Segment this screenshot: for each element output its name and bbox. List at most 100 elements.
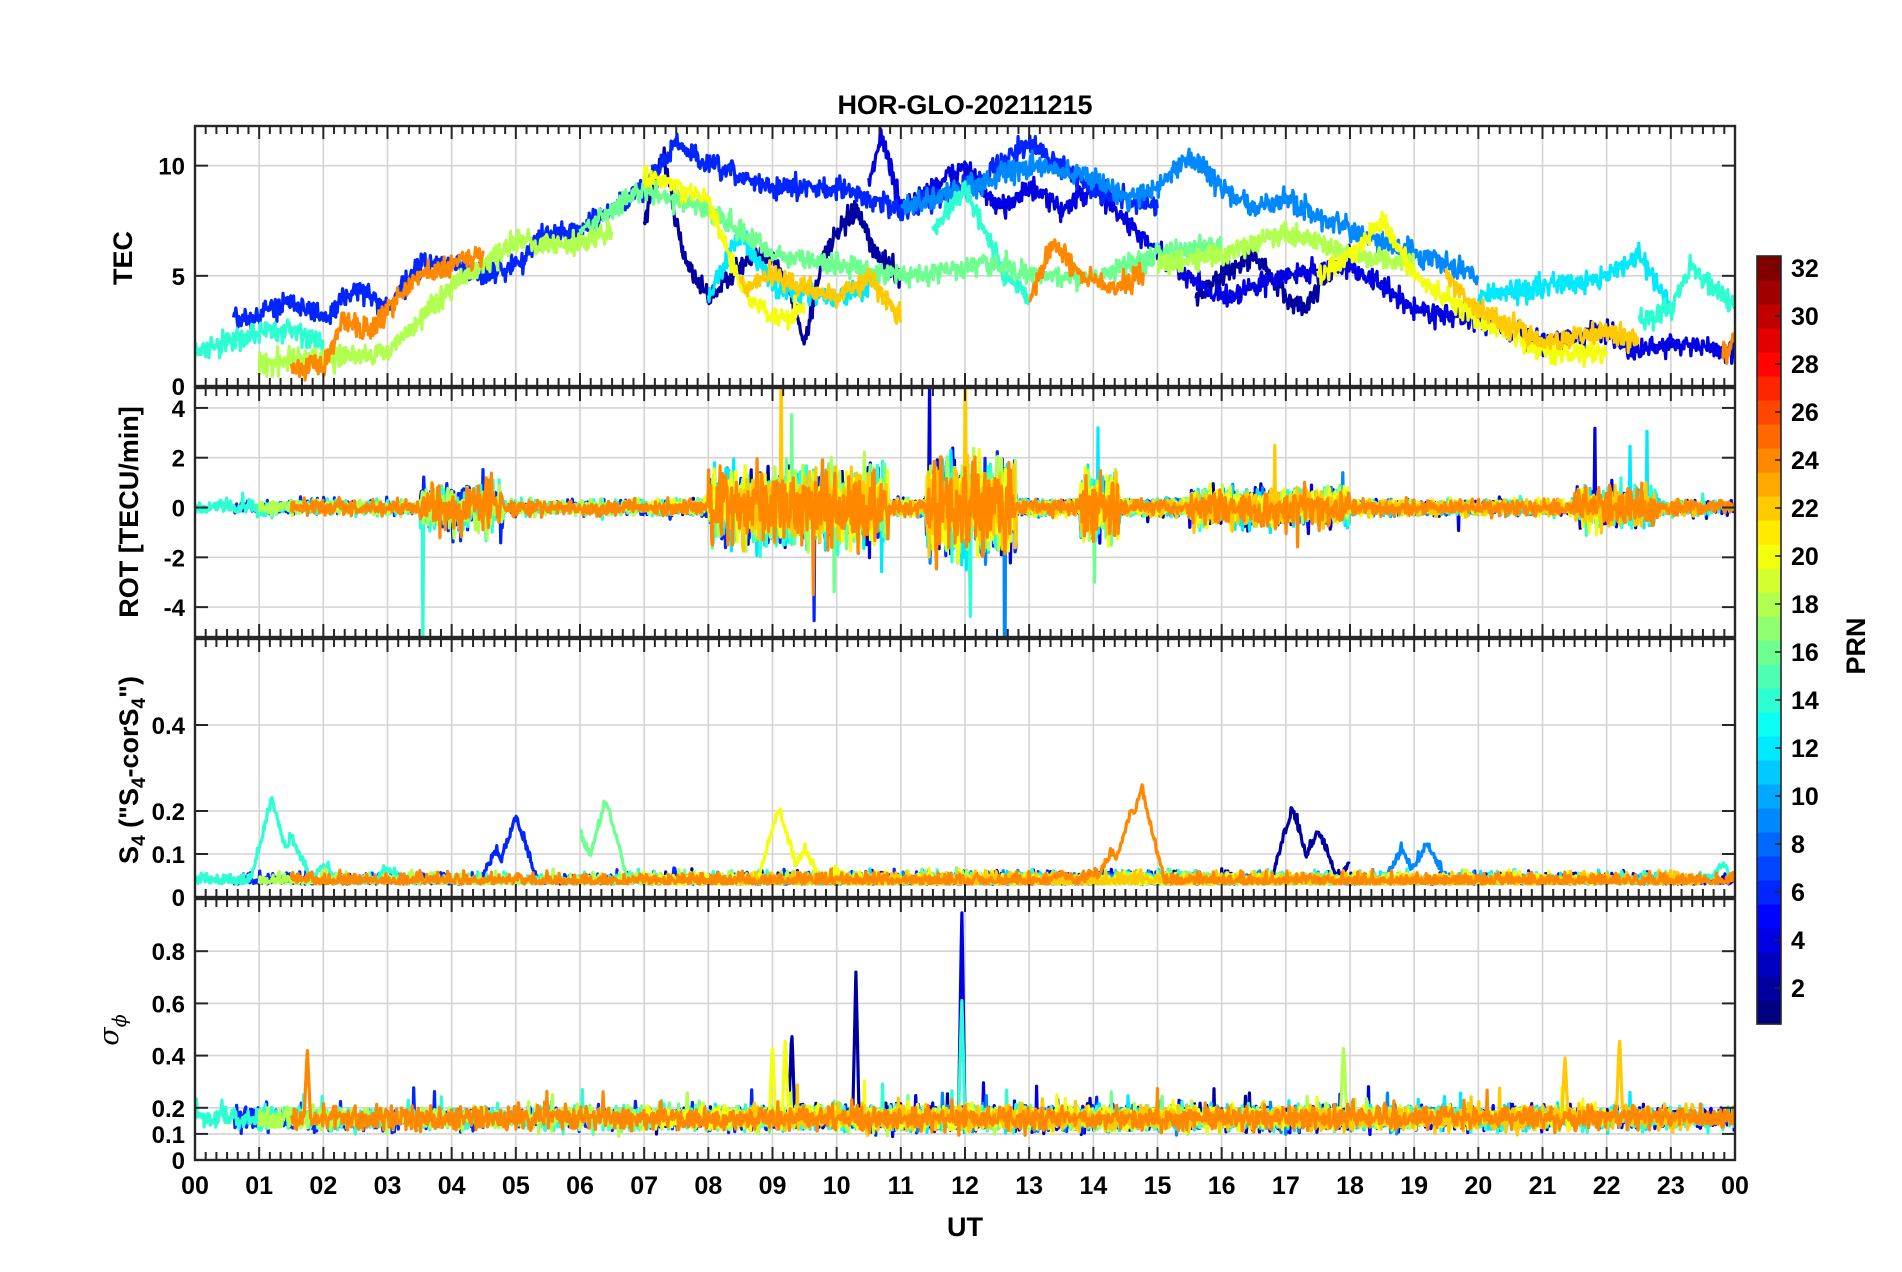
colorbar-tick-label: 22: [1791, 495, 1819, 523]
y-tick-label: 2: [172, 446, 185, 473]
rot-panel: -4 -2 0 2 4: [164, 386, 1737, 639]
colorbar-tick-label: 30: [1791, 303, 1819, 331]
tec-series-prn-12: [1476, 241, 1672, 312]
y-tick-label: 0: [172, 885, 185, 912]
colorbar-swatch: [1757, 664, 1781, 689]
y-tick-label: -2: [164, 545, 185, 572]
colorbar-tick-label: 10: [1791, 783, 1819, 811]
x-tick-label: 06: [566, 1172, 594, 1200]
s4-grid: [195, 639, 1735, 897]
tec-series-prn-9: [900, 147, 1480, 286]
colorbar-swatch: [1757, 904, 1781, 929]
colorbar-tick-label: 4: [1791, 927, 1805, 955]
colorbar-swatch: [1757, 328, 1781, 353]
colorbar-tick-label: 28: [1791, 351, 1819, 379]
y-tick-label: 5: [172, 264, 185, 291]
y-tick-label: 10: [158, 154, 185, 181]
tec-series-prn-20: [642, 165, 806, 331]
x-tick-label: 23: [1657, 1172, 1685, 1200]
x-tick-label: 13: [1015, 1172, 1043, 1200]
y-tick-label: 0.1: [152, 1122, 185, 1149]
colorbar-swatch: [1757, 1000, 1781, 1025]
colorbar-swatch: [1757, 712, 1781, 737]
colorbar-tick-label: 2: [1791, 975, 1805, 1003]
x-tick-label: 17: [1272, 1172, 1300, 1200]
colorbar-tick-label: 6: [1791, 879, 1805, 907]
colorbar-swatch: [1757, 952, 1781, 977]
colorbar-swatch: [1757, 376, 1781, 401]
y-tick-label: 0.4: [152, 1044, 186, 1071]
tec-ticks: [194, 126, 1736, 386]
x-tick-label: 20: [1464, 1172, 1492, 1200]
colorbar-frame: [1756, 255, 1782, 1025]
x-tick-label: 01: [245, 1172, 273, 1200]
colorbar-tick-label: 16: [1791, 639, 1819, 667]
colorbar-swatch: [1757, 616, 1781, 641]
colorbar-swatch: [1757, 856, 1781, 881]
x-tick-label: 10: [823, 1172, 851, 1200]
colorbar-tick-label: 26: [1791, 399, 1819, 427]
chart-title: HOR-GLO-20211215: [837, 90, 1092, 120]
tec-series-prn-22: [1444, 267, 1640, 355]
x-tick-label: 07: [630, 1172, 658, 1200]
x-tick-label: 12: [951, 1172, 979, 1200]
tec-series-prn-14: [195, 318, 325, 360]
x-tick-label: 19: [1400, 1172, 1428, 1200]
sigma-panel: 00.10.2 0.4 0.6 0.8: [152, 897, 1737, 1175]
tec-series-prn-14: [931, 180, 1031, 306]
tec-series-prn-24: [1721, 332, 1735, 365]
colorbar-tick-label: 14: [1791, 687, 1819, 715]
tec-series-prn-24: [289, 245, 485, 382]
colorbar-swatch: [1757, 472, 1781, 497]
x-axis-label: UT: [947, 1212, 983, 1242]
x-tick-label: 21: [1529, 1172, 1557, 1200]
x-tick-label: 00: [181, 1172, 209, 1200]
colorbar-label: PRN: [1841, 617, 1871, 674]
y-tick-label: 0.2: [152, 1096, 185, 1123]
y-tick-label: 0: [172, 1148, 185, 1175]
x-tick-label: 11: [888, 1172, 915, 1200]
y-tick-label: 0: [172, 496, 185, 523]
x-tick-label: 05: [502, 1172, 530, 1200]
rot-ylabel: ROT [TECU/min]: [114, 406, 144, 617]
y-tick-label: 0.4: [152, 713, 186, 740]
y-tick-label: 0.6: [152, 991, 185, 1018]
y-tick-label: 0.2: [152, 799, 185, 826]
x-tick-label: 04: [438, 1172, 466, 1200]
x-tick-label: 18: [1336, 1172, 1364, 1200]
sigma-ticks: [194, 899, 1736, 1160]
sigma-series-prn-24: [289, 1049, 1735, 1137]
colorbar-swatch: [1757, 760, 1781, 785]
x-tick-label: 02: [309, 1172, 337, 1200]
s4-panel: 0 0.1 0.2 0.4: [152, 637, 1737, 912]
tec-ylabel: TEC: [108, 231, 138, 285]
colorbar-tick-label: 20: [1791, 543, 1819, 571]
sigma-ylabel: σϕ: [94, 1014, 131, 1045]
colorbar-tick-label: 32: [1791, 255, 1819, 283]
tec-series-prn-24: [1028, 238, 1146, 303]
colorbar-swatch: [1757, 808, 1781, 833]
y-tick-label: 4: [172, 396, 186, 423]
y-tick-label: 0.1: [152, 842, 185, 869]
colorbar-swatch: [1757, 424, 1781, 449]
s4-ylabel: S4 ("S4-corS4"): [114, 676, 150, 864]
y-tick-label: 0.8: [152, 939, 185, 966]
tec-series-prn-22: [738, 259, 902, 325]
rot-ticks: [194, 388, 1736, 637]
colorbar-swatch: [1757, 280, 1781, 305]
x-tick-label: 03: [374, 1172, 402, 1200]
x-tick-label: 16: [1208, 1172, 1236, 1200]
s4-series-group: [195, 783, 1735, 886]
sigma-series-group: [195, 911, 1735, 1139]
x-tick-label: 22: [1593, 1172, 1621, 1200]
tec-series-prn-18: [1156, 220, 1416, 277]
tec-series-prn-16: [578, 174, 1223, 293]
s4-ticks: [194, 639, 1736, 897]
colorbar-tick-label: 18: [1791, 591, 1819, 619]
y-tick-label: -4: [164, 595, 186, 622]
x-axis: 00 01 02 03 04 05 06 07 08 09 10 11 12 13 14 15 16 17 18 19…: [181, 1172, 1749, 1200]
tec-series-group: [195, 127, 1735, 382]
